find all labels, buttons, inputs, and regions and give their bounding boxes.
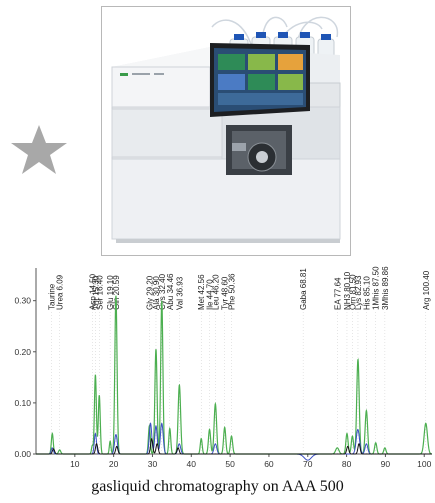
star-shape [11, 125, 67, 174]
y-tick-label: 0.30 [14, 296, 31, 306]
peak-label: NH3 80.10 [343, 271, 352, 310]
y-tick-label: 0.00 [14, 449, 31, 459]
peak-label: Val 36.93 [175, 276, 184, 310]
peak-label: Gly 29.20 [145, 275, 154, 310]
x-tick-label: 10 [70, 459, 80, 469]
amino-acid-analyzer-image [111, 16, 341, 243]
peak-label: Phe 50.36 [228, 273, 237, 310]
peak-label: Cys 32.40 [158, 273, 167, 310]
peak-label: Met 42.56 [197, 274, 206, 310]
chromatogram-traces [36, 295, 433, 461]
peak-label: Lys 82.93 [354, 275, 363, 310]
peak-label: Tyr 48.60 [221, 276, 230, 310]
peak-label: Glu 19.10 [106, 275, 115, 310]
peak-label: Ser 16.40 [96, 275, 105, 310]
peak-label: EA 77.64 [333, 277, 342, 310]
peak-label: Arg 100.40 [422, 270, 431, 310]
peak-label: Orn 81.50 [348, 274, 357, 310]
x-tick-label: 100 [417, 459, 431, 469]
x-tick-label: 40 [187, 459, 197, 469]
peak-label: His 85.10 [362, 276, 371, 310]
peak-label: 1Mhis 87.50 [372, 266, 381, 310]
star-icon [11, 125, 67, 174]
figure-caption: gasliquid chromatography on AAA 500 [91, 478, 344, 495]
x-tick-label: 80 [342, 459, 352, 469]
touchscreen [210, 43, 310, 117]
y-tick-label: 0.10 [14, 398, 31, 408]
peak-label: Ala 30.90 [152, 276, 161, 310]
peak-label: Gln 20.59 [112, 275, 121, 310]
peak-label: Thr 15.30 [91, 275, 100, 310]
x-tick-label: 90 [381, 459, 391, 469]
x-tick-label: 60 [264, 459, 274, 469]
peak-label: Abu 34.46 [166, 273, 175, 310]
trace-line [36, 295, 433, 455]
tick-labels: 0.00 0.10 0.20 0.30 10 20 30 40 50 60 70 80 90 100 [14, 296, 431, 469]
peak-label: Ile 44.70 [206, 279, 215, 310]
peak-label: Taurine [48, 283, 57, 310]
x-tick-label: 70 [303, 459, 313, 469]
x-tick-label: 30 [148, 459, 158, 469]
y-tick-label: 0.20 [14, 347, 31, 357]
peak-label: Gaba 68.81 [299, 268, 308, 310]
peak-label: Urea 6.09 [56, 274, 65, 310]
product-photo-frame [101, 6, 351, 256]
trace-line [36, 437, 432, 455]
x-tick-label: 20 [109, 459, 119, 469]
x-tick-label: 50 [225, 459, 235, 469]
peak-label: 3Mhis 89.86 [381, 266, 390, 310]
peak-label: Asp 14.50 [88, 273, 97, 310]
peak-label: Leu 46.20 [211, 274, 220, 310]
